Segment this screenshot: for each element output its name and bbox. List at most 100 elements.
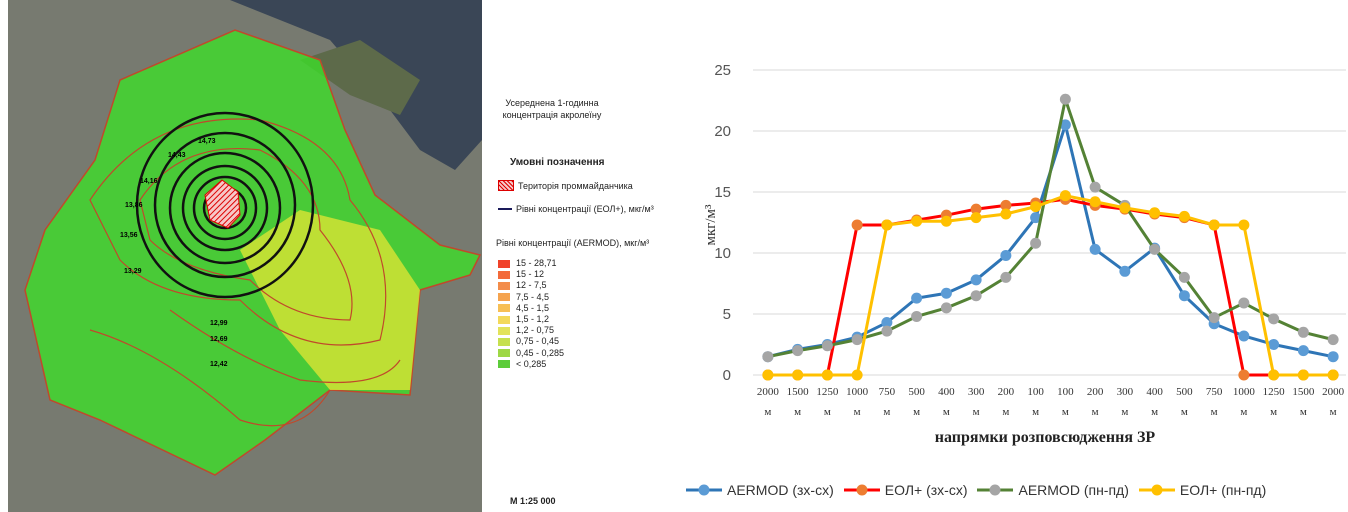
x-axis-title: напрямки розповсюдження ЗР <box>935 429 1156 446</box>
series-marker <box>852 219 863 230</box>
series-marker <box>971 274 982 285</box>
legend-level: < 0,285 <box>498 359 564 370</box>
level-label: < 0,285 <box>516 359 546 370</box>
series-marker <box>1119 266 1130 277</box>
legend-level: 12 - 7,5 <box>498 280 564 291</box>
series-marker <box>1119 202 1130 213</box>
legend-site-label: Територія проммайданчика <box>518 181 633 191</box>
contour-label: 13,29 <box>124 268 142 275</box>
level-swatch <box>498 360 510 368</box>
x-tick-label: 200 м <box>993 382 1019 422</box>
level-swatch <box>498 260 510 268</box>
series-marker <box>1000 208 1011 219</box>
legend-level: 0,75 - 0,45 <box>498 336 564 347</box>
contour-label: 12,42 <box>210 361 228 368</box>
legend-label: ЕОЛ+ (пн-пд) <box>1180 482 1266 498</box>
x-tick-label: 1500 м <box>1290 382 1316 422</box>
legend-levels: 15 - 28,7115 - 1212 - 7,57,5 - 4,54,5 - … <box>498 258 564 370</box>
series-marker <box>1209 312 1220 323</box>
level-swatch <box>498 327 510 335</box>
legend-label: AERMOD (пн-пд) <box>1018 482 1128 498</box>
legend-marker <box>856 485 867 496</box>
series-marker <box>941 288 952 299</box>
x-tick-label: 1000 м <box>844 382 870 422</box>
level-swatch <box>498 316 510 324</box>
level-label: 7,5 - 4,5 <box>516 292 549 303</box>
level-label: 4,5 - 1,5 <box>516 303 549 314</box>
legend-level: 0,45 - 0,285 <box>498 348 564 359</box>
series-marker <box>1030 238 1041 249</box>
series-marker <box>852 370 863 381</box>
x-tick-label: 1250 м <box>814 382 840 422</box>
series-marker <box>1090 244 1101 255</box>
series-marker <box>911 311 922 322</box>
series-marker <box>852 334 863 345</box>
series-marker <box>941 216 952 227</box>
legend-level: 1,2 - 0,75 <box>498 325 564 336</box>
level-swatch <box>498 304 510 312</box>
series-marker <box>941 302 952 313</box>
level-swatch <box>498 338 510 346</box>
level-label: 12 - 7,5 <box>516 280 547 291</box>
series-marker <box>822 370 833 381</box>
level-swatch <box>498 293 510 301</box>
series-marker <box>911 293 922 304</box>
contour-label: 13,86 <box>125 202 143 209</box>
legend-item: ЕОЛ+ (пн-пд) <box>1137 482 1266 498</box>
series-marker <box>1149 244 1160 255</box>
y-tick-label: 25 <box>714 62 731 79</box>
level-label: 1,2 - 0,75 <box>516 325 554 336</box>
series-marker <box>1000 250 1011 261</box>
legend-marker <box>699 485 710 496</box>
y-tick-label: 20 <box>714 123 731 140</box>
level-label: 0,75 - 0,45 <box>516 336 559 347</box>
legend-item: ЕОЛ+ (зх-сх) <box>842 482 968 498</box>
series-marker <box>1060 190 1071 201</box>
legend-item: AERMOD (пн-пд) <box>975 482 1128 498</box>
y-tick-label: 0 <box>723 367 731 384</box>
x-tick-label: 500 м <box>904 382 930 422</box>
y-tick-label: 5 <box>723 306 731 323</box>
level-label: 0,45 - 0,285 <box>516 348 564 359</box>
series-marker <box>1328 351 1339 362</box>
series-marker <box>1000 272 1011 283</box>
series-marker <box>1298 345 1309 356</box>
x-tick-label: 400 м <box>933 382 959 422</box>
x-tick-label: 300 м <box>963 382 989 422</box>
series-marker <box>1060 94 1071 105</box>
series-marker <box>1030 201 1041 212</box>
x-tick-label: 100 м <box>1052 382 1078 422</box>
level-label: 1,5 - 1,2 <box>516 314 549 325</box>
series-marker <box>1298 327 1309 338</box>
map-scale: М 1:25 000 <box>510 496 556 506</box>
x-tick-label: 1250 м <box>1261 382 1287 422</box>
series-marker <box>1268 313 1279 324</box>
series-marker <box>1238 330 1249 341</box>
series-marker <box>1298 370 1309 381</box>
series-marker <box>1179 290 1190 301</box>
x-tick-label: 750 м <box>1201 382 1227 422</box>
legend-level: 1,5 - 1,2 <box>498 314 564 325</box>
legend-swatch <box>1137 483 1177 497</box>
level-swatch <box>498 271 510 279</box>
legend-level: 15 - 12 <box>498 269 564 280</box>
series-marker <box>822 340 833 351</box>
series-marker <box>1328 370 1339 381</box>
series-marker <box>792 345 803 356</box>
series-marker <box>1209 219 1220 230</box>
x-tick-label: 2000 м <box>755 382 781 422</box>
legend-swatch <box>842 483 882 497</box>
x-tick-label: 200 м <box>1082 382 1108 422</box>
series-marker <box>1179 211 1190 222</box>
level-label: 15 - 28,71 <box>516 258 557 269</box>
series-marker <box>881 326 892 337</box>
contour-label: 13,56 <box>120 232 138 239</box>
legend-site: Територія проммайданчика <box>498 180 633 191</box>
legend-marker <box>1151 485 1162 496</box>
series-marker <box>1268 370 1279 381</box>
series-marker <box>1090 182 1101 193</box>
level-label: 15 - 12 <box>516 269 544 280</box>
contour-label: 12,69 <box>210 336 228 343</box>
y-tick-label: 15 <box>714 184 731 201</box>
legend-level: 7,5 - 4,5 <box>498 292 564 303</box>
